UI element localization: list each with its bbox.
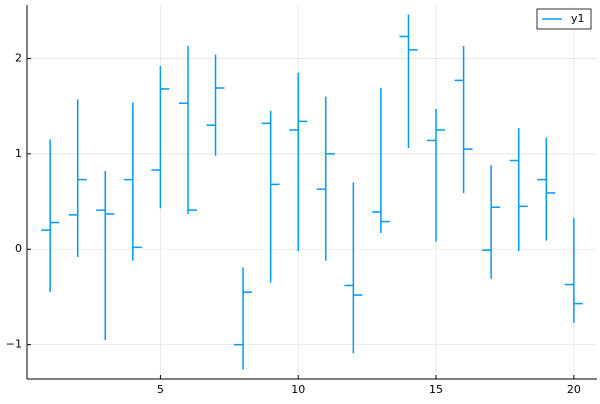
- y-tick-label: 2: [15, 51, 22, 64]
- x-tick-label: 15: [429, 383, 443, 396]
- y-tick-label: 0: [15, 242, 22, 255]
- x-tick-label: 10: [291, 383, 305, 396]
- legend-box: [536, 8, 592, 30]
- legend-label: y1: [571, 12, 585, 25]
- x-tick-label: 5: [157, 383, 164, 396]
- x-tick-label: 20: [567, 383, 581, 396]
- y-tick-label: 1: [15, 147, 22, 160]
- y-tick-label: −1: [6, 338, 22, 351]
